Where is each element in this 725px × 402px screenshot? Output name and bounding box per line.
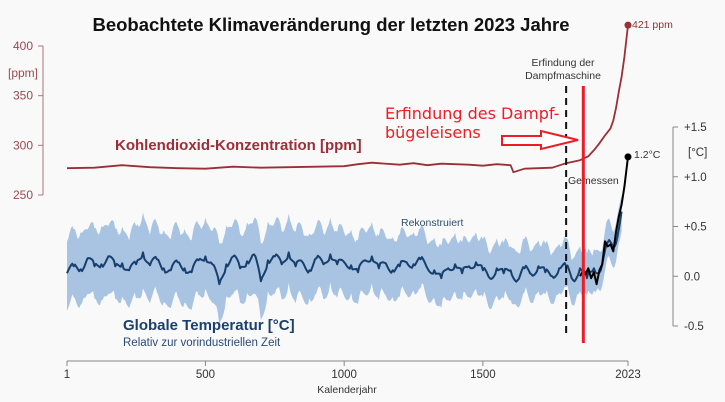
x-axis-label: Kalenderjahr [317, 384, 377, 396]
reconstructed-temperature-line [66, 211, 623, 286]
arrow-right-icon [501, 129, 579, 151]
co2-tick-label: 250 [13, 188, 33, 202]
x-tick-label: 1 [64, 369, 70, 381]
steam-iron-label-line2: bügeleisens [385, 123, 481, 142]
temperature-end-marker [624, 153, 632, 161]
temperature-series-label: Globale Temperatur [°C] [123, 317, 295, 334]
steam-iron-label-line1: Erfindung des Dampf- [385, 104, 559, 123]
reconstructed-label: Rekonstruiert [401, 217, 464, 229]
temp-tick-label: -0.5 [684, 321, 704, 333]
x-tick-label: 2023 [615, 369, 641, 381]
co2-end-marker [624, 21, 632, 29]
measured-label: Gemessen [568, 175, 619, 187]
temp-unit-label: [°C] [688, 147, 707, 159]
co2-concentration-line [66, 24, 629, 174]
temp-tick-label: +1.0 [684, 172, 707, 184]
x-tick-label: 1500 [470, 369, 496, 381]
x-tick-label: 1000 [331, 369, 357, 381]
x-tick-label: 500 [196, 369, 215, 381]
co2-tick-label: 350 [13, 89, 33, 103]
co2-tick-label: 300 [13, 138, 33, 152]
co2-tick-label: 400 [13, 39, 33, 53]
reconstruction-uncertainty-band [67, 194, 622, 325]
co2-axis: 400 350 300 250 [ppm] [8, 39, 44, 202]
co2-unit-label: [ppm] [8, 66, 38, 80]
measured-temperature-line [579, 156, 629, 286]
x-axis: 1 500 1000 1500 2023 Kalenderjahr [64, 360, 641, 396]
co2-series-label: Kohlendioxid-Konzentration [ppm] [115, 137, 362, 154]
temperature-subtitle: Relativ zur vorindustriellen Zeit [123, 337, 281, 349]
temp-tick-label: +1.5 [684, 122, 707, 134]
temperature-end-label: 1.2°C [634, 149, 661, 161]
temp-axis: +1.5 +1.0 +0.5 0.0 -0.5 [°C] [672, 122, 707, 333]
temp-tick-label: 0.0 [684, 271, 700, 283]
steam-engine-label-line1: Erfindung der [531, 57, 595, 69]
chart-title: Beobachtete Klimaveränderung der letzten… [92, 14, 569, 35]
steam-engine-label-line2: Dampfmaschine [525, 70, 601, 82]
temp-tick-label: +0.5 [684, 222, 707, 234]
co2-end-label: 421 ppm [632, 19, 673, 31]
